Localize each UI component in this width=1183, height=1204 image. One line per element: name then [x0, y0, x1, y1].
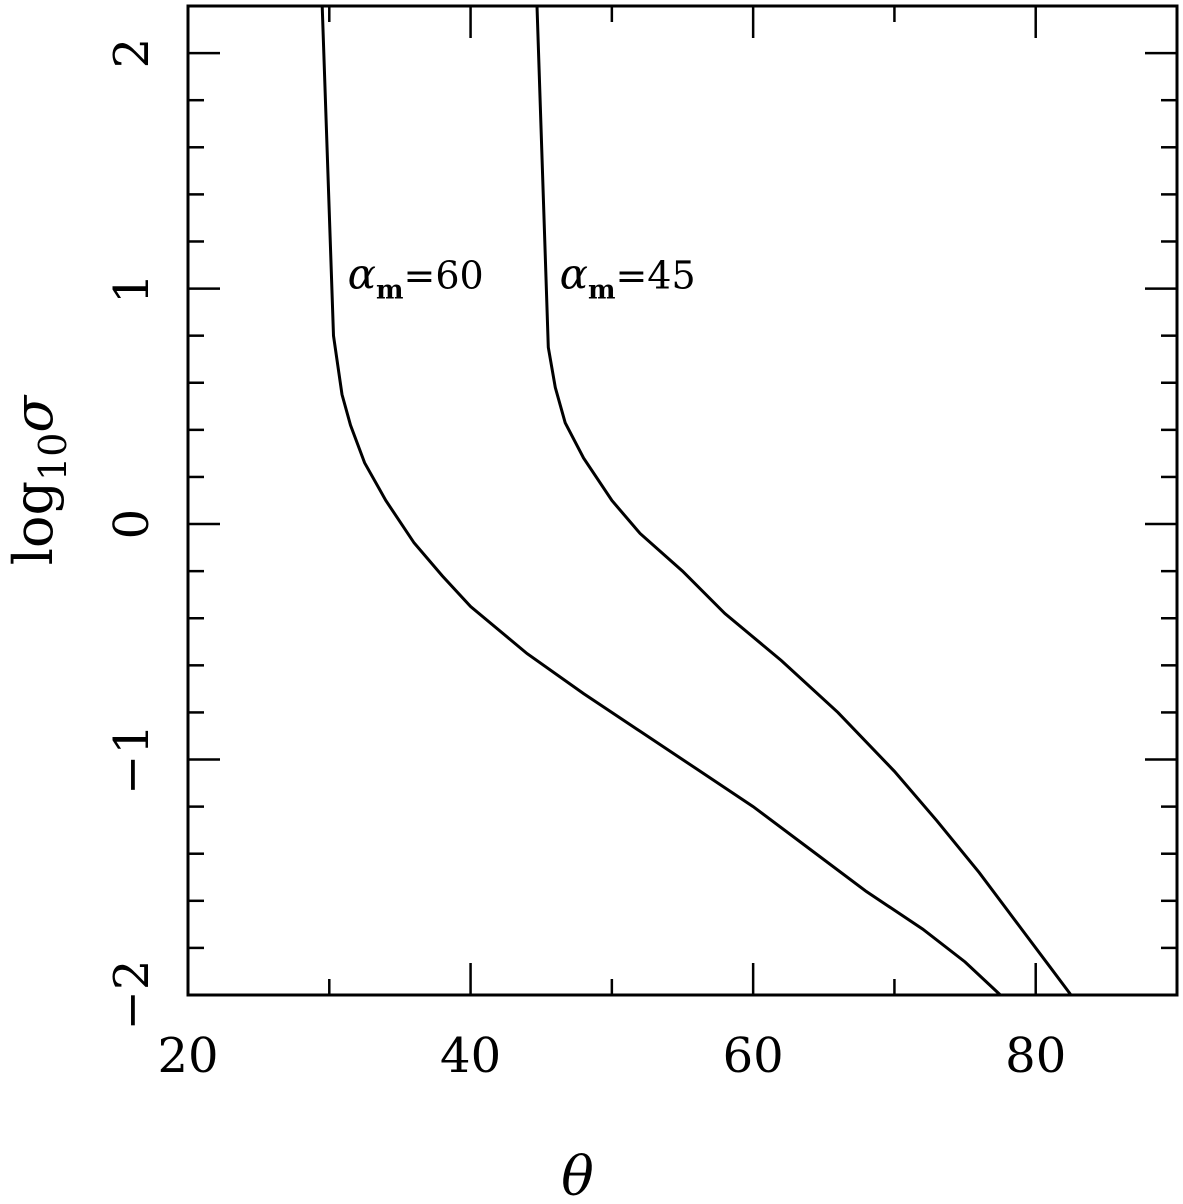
y-axis-title-sub: 10 [31, 433, 75, 481]
series-label-1: αm=60 [348, 250, 484, 306]
x-tick-label: 40 [440, 1028, 501, 1084]
series-lines [320, 5, 1073, 997]
x-tick-label: 20 [157, 1028, 218, 1084]
series-line-1 [320, 5, 1002, 997]
plot-frame [186, 4, 1179, 997]
x-tick-label: 60 [723, 1028, 784, 1084]
tick-labels: 20 40 60 80 −2 −1 0 1 2 [104, 38, 1066, 1084]
series-line-2 [535, 5, 1073, 996]
y-axis-title-var: σ [2, 394, 65, 433]
x-axis-title: θ [561, 1145, 594, 1204]
x-tick-label: 80 [1005, 1028, 1066, 1084]
ticks [186, 4, 1179, 997]
series-annotations: αm=60 αm=45 [348, 250, 696, 306]
y-tick-label: −1 [104, 724, 160, 795]
y-axis-title-base: log [2, 481, 65, 565]
y-tick-label: 0 [104, 509, 160, 540]
series-label-2: αm=45 [560, 250, 696, 306]
y-tick-label: −2 [104, 960, 160, 1031]
y-tick-label: 2 [104, 38, 160, 69]
y-axis-title: log10σ [2, 394, 75, 566]
y-tick-label: 1 [104, 273, 160, 304]
